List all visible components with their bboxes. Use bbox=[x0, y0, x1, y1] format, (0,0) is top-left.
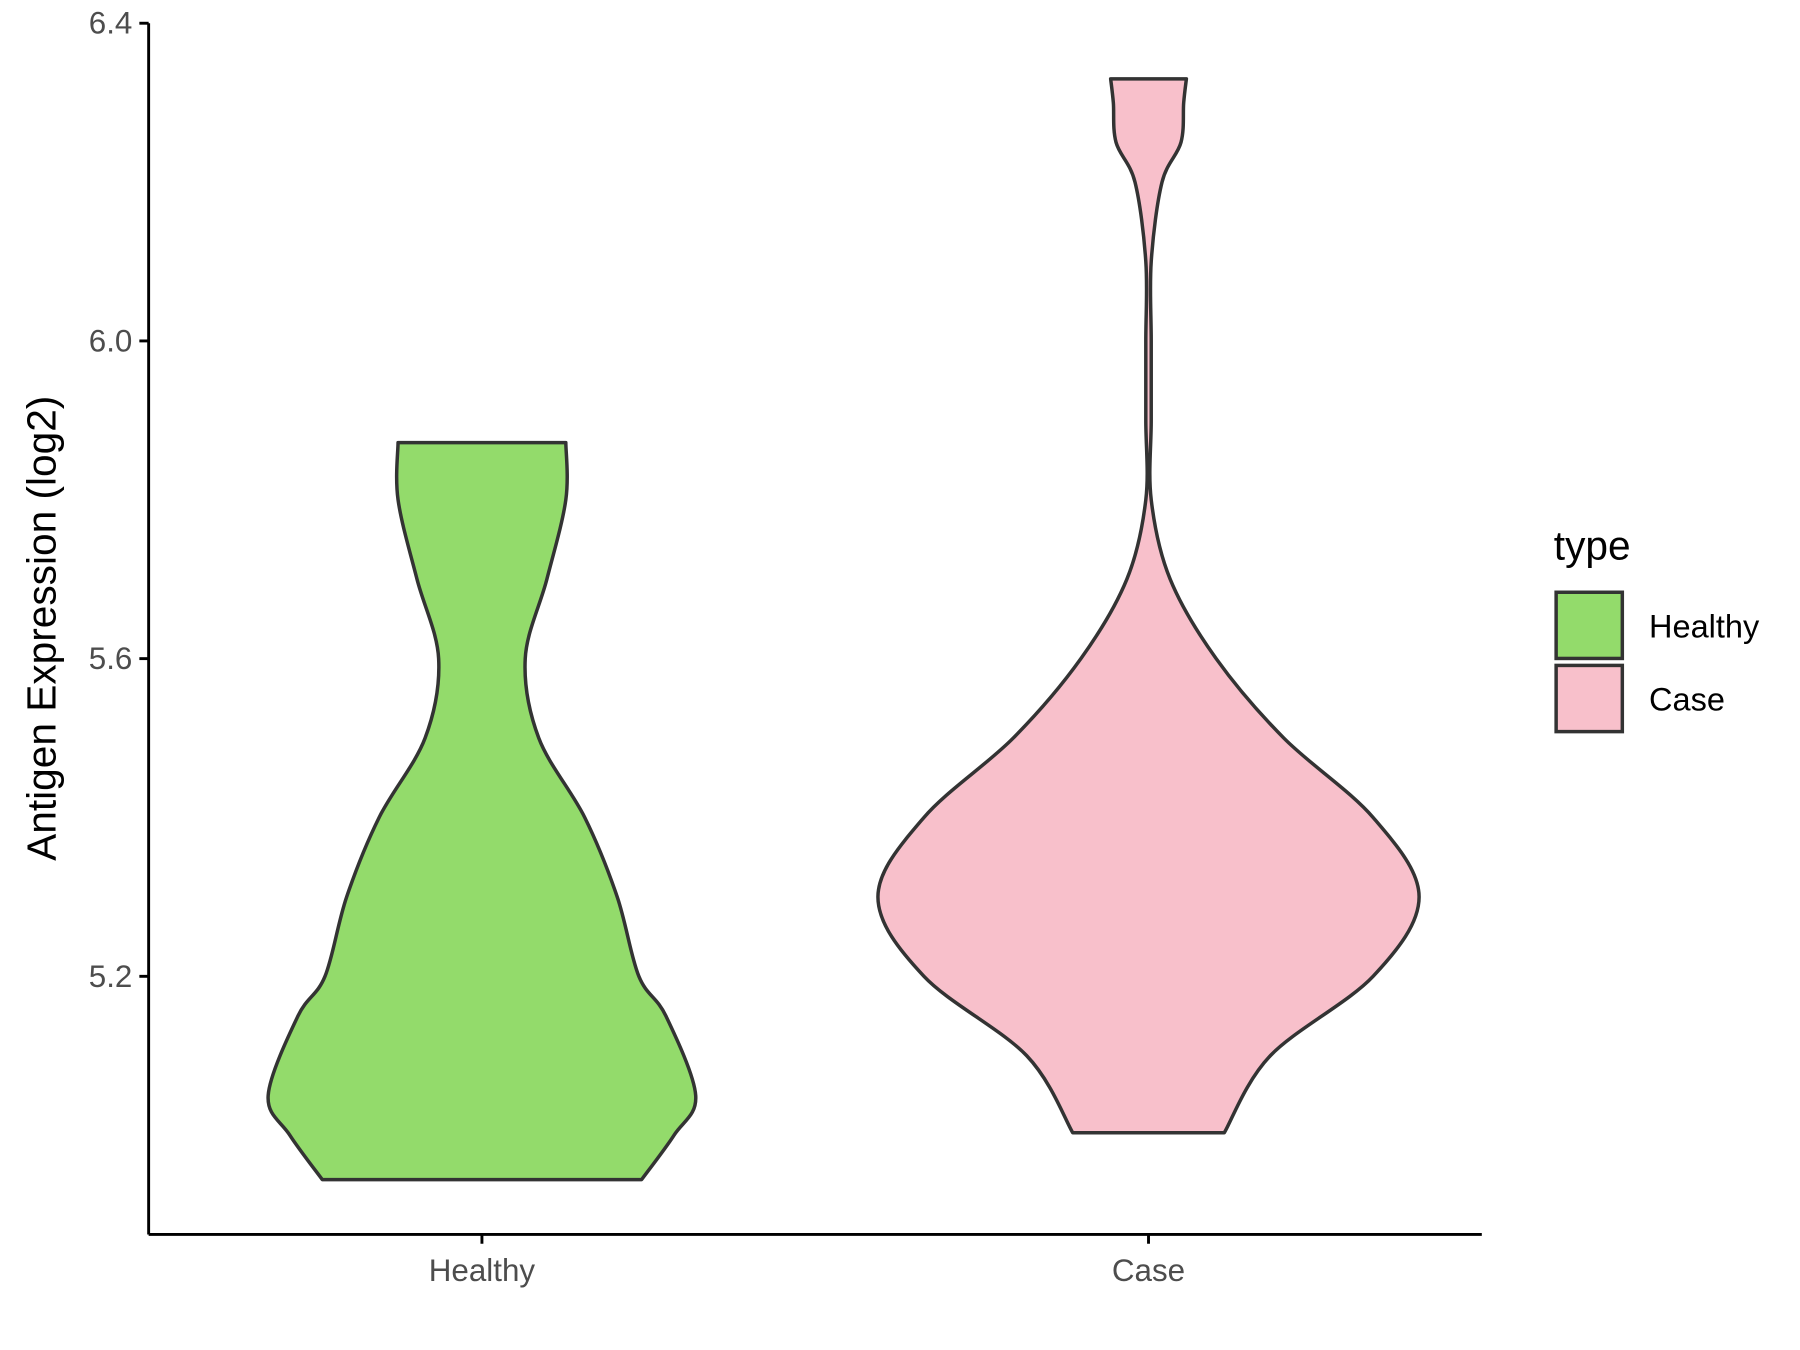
y-tick-label: 5.6 bbox=[89, 641, 133, 676]
violin bbox=[266, 440, 698, 1182]
y-tick-label: 5.2 bbox=[89, 959, 133, 994]
x-tick-label: Healthy bbox=[429, 1253, 536, 1288]
legend-label: Healthy bbox=[1649, 609, 1760, 645]
y-tick-label: 6.4 bbox=[89, 6, 133, 41]
violin bbox=[876, 77, 1421, 1135]
y-tick-label: 6.0 bbox=[89, 323, 133, 358]
legend-swatch bbox=[1554, 663, 1625, 734]
legend-swatch bbox=[1554, 590, 1625, 661]
x-tick-label: Case bbox=[1112, 1253, 1185, 1288]
legend-label: Case bbox=[1649, 682, 1725, 718]
legend-title: type bbox=[1554, 523, 1631, 569]
y-axis-label: Antigen Expression (log2) bbox=[19, 396, 65, 861]
